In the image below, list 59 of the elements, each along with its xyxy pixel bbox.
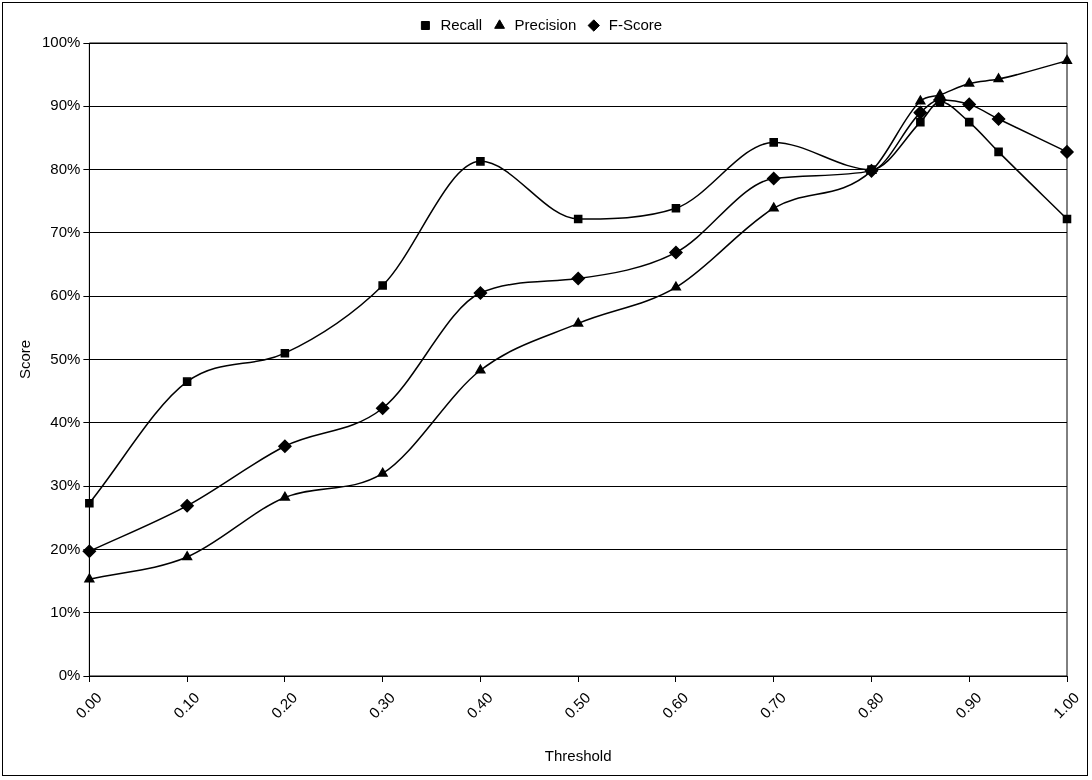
x-tick-label: 0.40: [463, 688, 496, 722]
y-tick-label: 20%: [50, 539, 81, 557]
y-tick-label: 40%: [50, 412, 81, 430]
y-tick-label: 10%: [50, 602, 81, 620]
legend-label: Recall: [440, 15, 483, 33]
point: [964, 117, 974, 127]
point: [182, 551, 193, 561]
y-tick-label: 70%: [50, 223, 81, 241]
y-tick-label: 60%: [50, 286, 81, 304]
point: [476, 157, 485, 166]
point: [475, 364, 486, 374]
x-tick-label: 0.20: [267, 688, 301, 722]
point: [473, 286, 488, 300]
y-tick-label: 0%: [58, 666, 81, 684]
point: [180, 498, 194, 513]
point: [375, 401, 390, 415]
y-tick-label: 50%: [50, 349, 81, 367]
y-tick-label: 90%: [50, 96, 81, 114]
point: [571, 271, 585, 286]
y-tick-label: 30%: [50, 476, 81, 494]
y-tick-label: 100%: [41, 33, 81, 51]
x-tick-label: 0.50: [560, 688, 594, 722]
x-tick-label: 0.10: [169, 688, 203, 722]
x-tick-label: 0.70: [756, 688, 790, 722]
point: [962, 97, 976, 112]
point: [377, 467, 388, 477]
x-tick-label: 0.80: [854, 688, 887, 722]
point: [915, 95, 926, 105]
point: [993, 73, 1004, 83]
y-tick-label: 80%: [50, 159, 81, 177]
point: [916, 117, 925, 127]
y-axis-title: Score: [16, 339, 34, 380]
x-axis-title: Threshold: [544, 747, 612, 765]
point: [991, 112, 1006, 126]
x-tick-label: 0.90: [951, 688, 985, 722]
point: [278, 439, 292, 453]
point: [378, 281, 387, 290]
x-tick-label: 0.00: [72, 688, 105, 722]
point: [279, 491, 290, 501]
point: [573, 317, 584, 327]
point: [82, 544, 97, 559]
point: [994, 147, 1003, 157]
x-tick-label: 0.30: [365, 688, 399, 722]
point: [85, 498, 94, 508]
point: [913, 105, 928, 120]
point: [768, 202, 779, 212]
point: [182, 377, 192, 386]
point: [669, 245, 683, 260]
point: [964, 77, 975, 87]
point: [573, 214, 583, 224]
legend-label: F-Score: [608, 15, 663, 33]
point: [670, 281, 682, 291]
legend-label: Precision: [514, 15, 577, 33]
point: [934, 89, 945, 99]
point: [769, 138, 778, 147]
point: [766, 171, 781, 186]
point: [671, 203, 681, 213]
x-tick-label: 0.60: [658, 688, 692, 722]
point: [280, 348, 290, 358]
